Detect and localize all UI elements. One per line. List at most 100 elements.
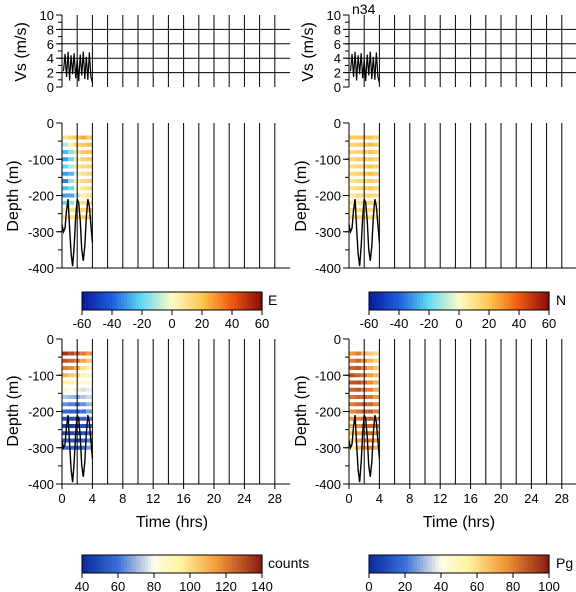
heatmap-cell bbox=[80, 445, 87, 450]
colorbar-swatch bbox=[516, 555, 520, 573]
colorbar-tick-label: 60 bbox=[470, 579, 484, 592]
colorbar-swatch bbox=[214, 555, 218, 573]
heatmap-cell bbox=[355, 431, 362, 436]
colorbar-swatch bbox=[393, 555, 397, 573]
colorbar-swatch bbox=[381, 555, 385, 573]
y-tick-label: -400 bbox=[315, 477, 341, 492]
heatmap-cell bbox=[373, 150, 380, 154]
heatmap-cell bbox=[68, 373, 75, 378]
colorbar-swatch bbox=[88, 555, 92, 573]
heatmap-cell bbox=[62, 373, 69, 378]
colorbar-swatch bbox=[163, 555, 167, 573]
colorbar-swatch bbox=[396, 292, 400, 310]
heatmap-cell bbox=[355, 438, 362, 443]
colorbar-tick-label: -60 bbox=[73, 316, 92, 331]
heatmap-cell bbox=[355, 395, 362, 399]
colorbar-swatch bbox=[193, 292, 197, 310]
colorbar-swatch bbox=[220, 292, 224, 310]
heatmap-cell bbox=[86, 142, 93, 147]
heatmap-cell bbox=[367, 438, 374, 443]
heatmap-cell bbox=[355, 387, 362, 392]
colorbar-swatch bbox=[163, 292, 167, 310]
colorbar-swatch bbox=[435, 555, 439, 573]
colorbar-tick-label: -20 bbox=[420, 316, 439, 331]
heatmap-cell bbox=[355, 200, 362, 205]
heatmap-cell bbox=[349, 395, 356, 399]
heatmap-cell bbox=[373, 164, 380, 169]
heatmap-cell bbox=[62, 402, 69, 407]
colorbar-tick-label: 80 bbox=[506, 579, 520, 592]
depth-overlay-curve bbox=[348, 198, 381, 267]
heatmap-cell bbox=[355, 135, 362, 140]
colorbar-swatch bbox=[408, 555, 412, 573]
y-tick-label: 6 bbox=[47, 37, 54, 52]
colorbar-swatch bbox=[223, 292, 227, 310]
y-tick-label: 8 bbox=[334, 22, 341, 37]
colorbar-swatch bbox=[250, 292, 254, 310]
heatmap-cell bbox=[367, 157, 374, 162]
colorbar-swatch bbox=[223, 555, 227, 573]
heatmap-cell bbox=[86, 409, 93, 414]
colorbar-swatch bbox=[190, 555, 194, 573]
colorbar-swatch bbox=[154, 555, 158, 573]
heatmap-cell bbox=[80, 373, 87, 378]
colorbar-tick-label: 0 bbox=[365, 579, 372, 592]
colorbar-swatch bbox=[127, 555, 131, 573]
colorbar-swatch bbox=[100, 555, 104, 573]
colorbar-tick-label: 100 bbox=[179, 579, 201, 592]
colorbar-swatch bbox=[241, 292, 245, 310]
heatmap-cell bbox=[86, 164, 93, 169]
heatmap-cell bbox=[355, 358, 362, 363]
heatmap-cell bbox=[373, 186, 380, 191]
colorbar-swatch bbox=[504, 555, 508, 573]
heatmap-cell bbox=[367, 200, 374, 205]
heatmap-cell bbox=[355, 416, 362, 421]
colorbar-swatch bbox=[390, 292, 394, 310]
colorbar-swatch bbox=[94, 292, 98, 310]
heatmap-cell bbox=[62, 445, 69, 450]
colorbar-swatch bbox=[244, 292, 248, 310]
colorbar-swatch bbox=[411, 555, 415, 573]
colorbar-tick-label: 40 bbox=[225, 316, 239, 331]
colorbar-swatch bbox=[375, 292, 379, 310]
heatmap-cell bbox=[80, 424, 87, 428]
heatmap-cell bbox=[355, 164, 362, 169]
colorbar-swatch bbox=[226, 292, 230, 310]
heatmap-cell bbox=[62, 186, 69, 191]
heatmap-cell bbox=[349, 215, 356, 220]
colorbar-swatch bbox=[432, 292, 436, 310]
heatmap-cell bbox=[349, 373, 356, 378]
colorbar-tick-label: -60 bbox=[360, 316, 379, 331]
heatmap-cell bbox=[355, 193, 362, 198]
colorbar-swatch bbox=[229, 292, 233, 310]
depth-overlay-curve bbox=[61, 198, 94, 267]
colorbar-swatch bbox=[106, 292, 110, 310]
colorbar-swatch bbox=[121, 555, 125, 573]
heatmap-cell bbox=[355, 186, 362, 191]
heatmap-cell bbox=[367, 171, 374, 176]
heatmap-cell bbox=[86, 387, 93, 392]
heatmap-cell bbox=[68, 380, 75, 385]
colorbar-swatch bbox=[202, 292, 206, 310]
x-tick-label: 28 bbox=[555, 491, 569, 506]
heatmap-cell bbox=[62, 366, 69, 370]
colorbar-swatch bbox=[151, 555, 155, 573]
heatmap-cell bbox=[80, 193, 87, 198]
colorbar-swatch bbox=[423, 292, 427, 310]
colorbar-swatch bbox=[229, 555, 233, 573]
colorbar-tick-label: 0 bbox=[455, 316, 462, 331]
colorbar-swatch bbox=[226, 555, 230, 573]
colorbar-swatch bbox=[97, 555, 101, 573]
heatmap-cell bbox=[373, 135, 380, 140]
heatmap-cell bbox=[68, 431, 75, 436]
heatmap-cell bbox=[373, 387, 380, 392]
colorbar-swatch bbox=[513, 292, 517, 310]
colorbar-swatch bbox=[537, 555, 541, 573]
colorbar-swatch bbox=[528, 292, 532, 310]
colorbar-swatch bbox=[187, 292, 191, 310]
heatmap-cell bbox=[349, 380, 356, 385]
heatmap-cell bbox=[373, 193, 380, 198]
heatmap-cell bbox=[80, 402, 87, 407]
